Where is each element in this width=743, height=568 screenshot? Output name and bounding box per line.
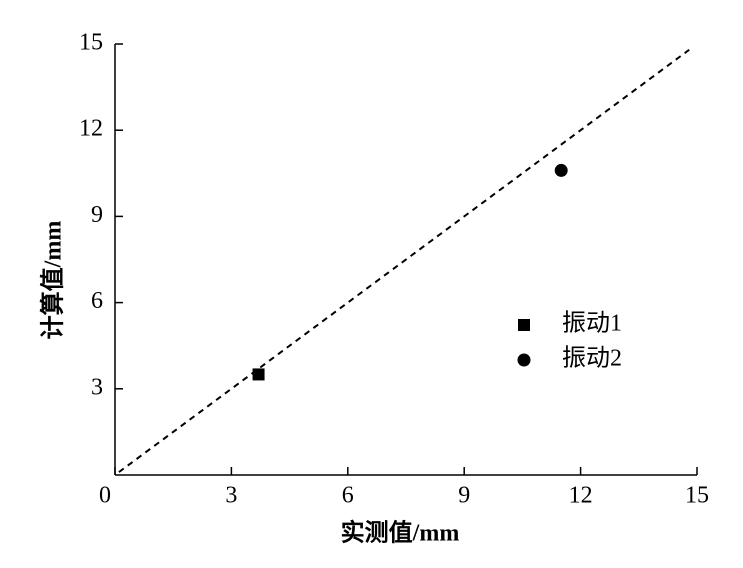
x-tick-label: 3 [225,483,237,509]
y-tick-label: 9 [91,202,103,228]
y-tick-label: 6 [91,288,103,314]
marker-square [252,368,265,381]
y-tick-label: 3 [91,374,103,400]
x-tick-label: 12 [569,483,593,509]
y-tick-label: 12 [79,116,103,142]
x-tick-label: 0 [99,483,111,509]
marker-circle [554,163,568,177]
reference-line [118,48,690,473]
x-tick-label: 15 [685,483,709,509]
legend-label: 振动1 [562,310,622,337]
legend-label: 振动2 [562,345,622,372]
x-tick-label: 9 [458,483,470,509]
legend-marker [517,353,531,367]
y-tick-label: 15 [79,30,103,56]
y-axis-label: 计算值/mm [39,221,67,340]
legend-marker [518,319,530,331]
x-axis-label: 实测值/mm [341,519,460,547]
x-tick-label: 6 [342,483,354,509]
